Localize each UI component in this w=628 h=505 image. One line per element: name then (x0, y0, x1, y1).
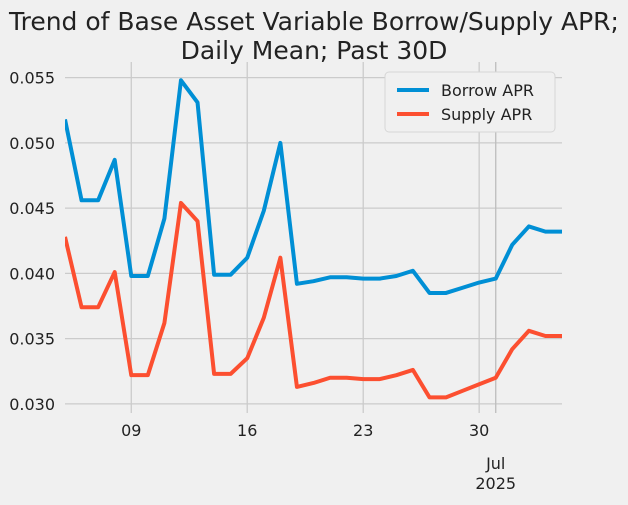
legend: Borrow APR Supply APR (384, 71, 556, 133)
legend-label: Borrow APR (441, 81, 534, 100)
y-tick-label: 0.050 (9, 134, 55, 153)
x-tick-label: 16 (237, 421, 257, 440)
series-line-supply-apr (65, 200, 562, 400)
axis-ticks: 0.030 0.035 0.040 0.045 0.050 0.055 09 16 23 30 Ju… (9, 69, 516, 493)
series-group (65, 78, 562, 400)
chart-title-line-1: Trend of Base Asset Variable Borrow/Supp… (8, 7, 619, 36)
y-tick-label: 0.035 (9, 330, 55, 349)
x-tick-label: 30 (469, 421, 489, 440)
series-line-borrow-apr (65, 78, 562, 295)
chart-title-line-2: Daily Mean; Past 30D (181, 36, 448, 65)
y-tick-label: 0.030 (9, 395, 55, 414)
x-major-tick-year: 2025 (475, 474, 516, 493)
legend-label: Supply APR (441, 105, 532, 124)
legend-box (384, 71, 556, 133)
y-tick-label: 0.045 (9, 199, 55, 218)
x-tick-label: 09 (121, 421, 141, 440)
x-major-tick-month: Jul (485, 454, 505, 473)
y-tick-label: 0.040 (9, 264, 55, 283)
y-tick-label: 0.055 (9, 69, 55, 88)
x-tick-label: 23 (353, 421, 373, 440)
